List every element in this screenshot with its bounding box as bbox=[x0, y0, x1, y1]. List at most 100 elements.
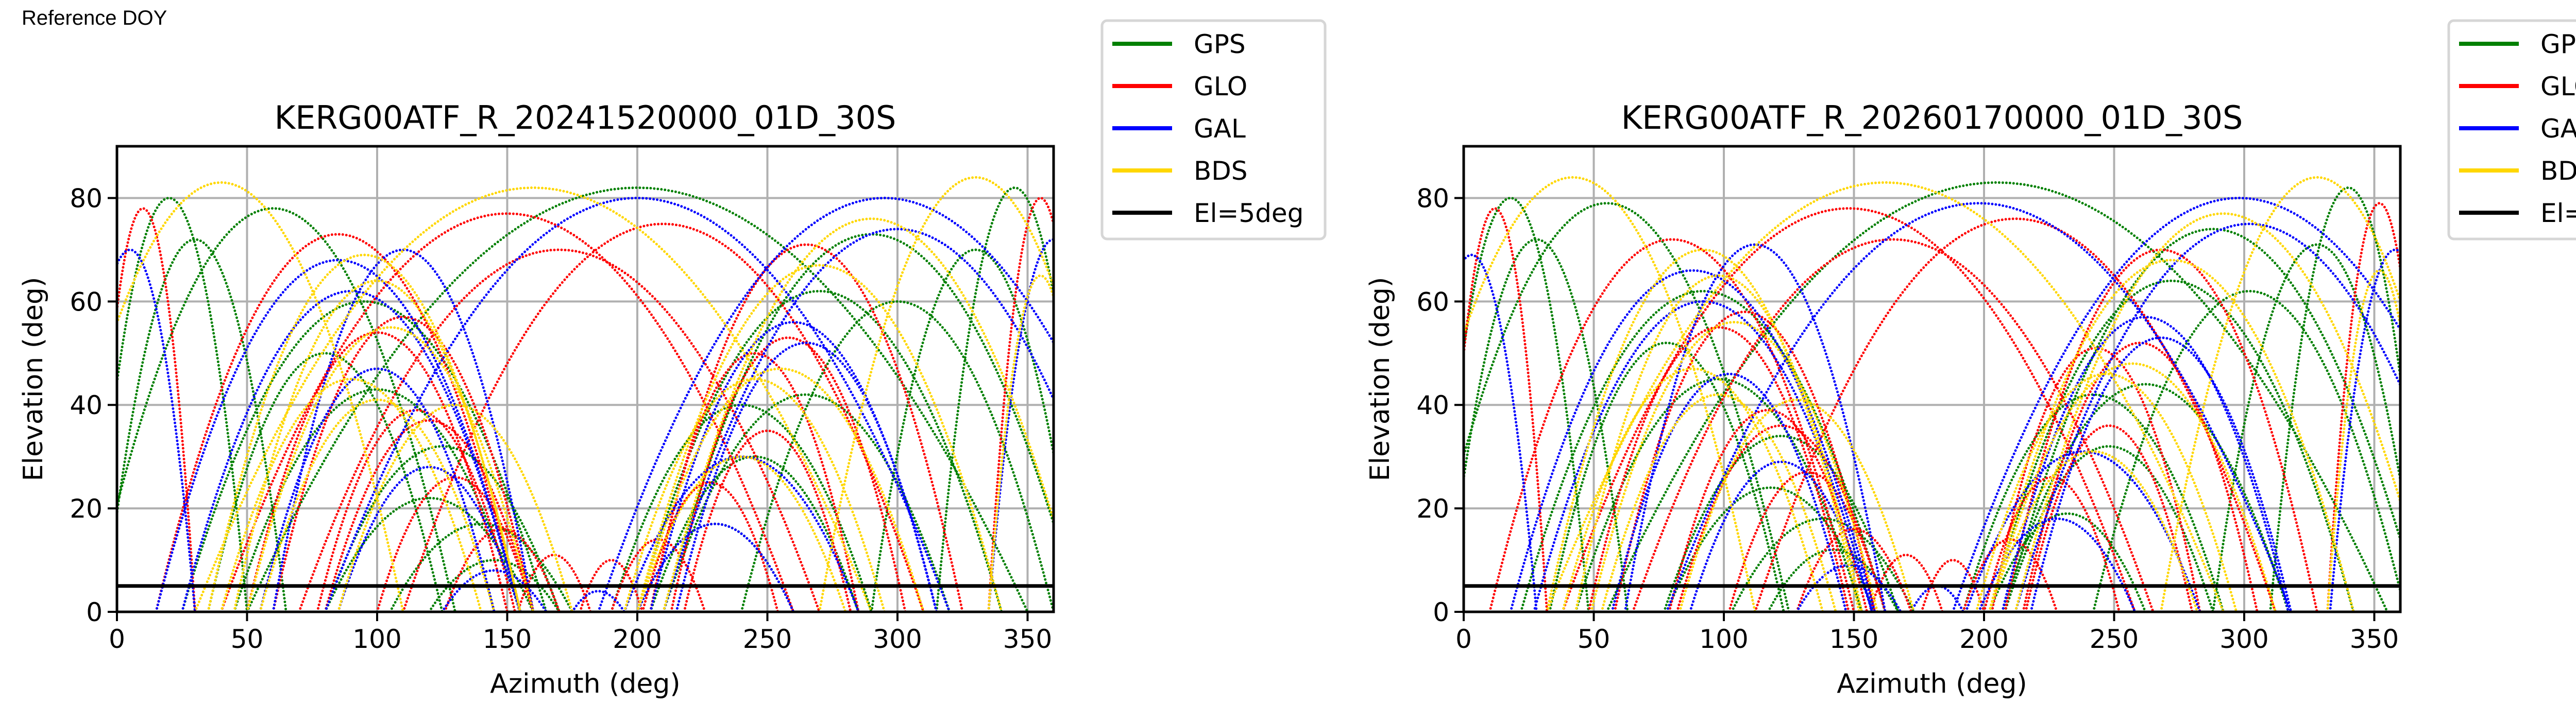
satellite-track-glo bbox=[2024, 424, 2194, 612]
satellite-track-gps bbox=[388, 522, 574, 612]
satellite-track-glo bbox=[2022, 341, 2259, 612]
legend-label: GAL bbox=[2540, 114, 2576, 144]
plot-area bbox=[117, 176, 1054, 612]
axes-frame bbox=[1462, 145, 2402, 613]
axes-frame bbox=[115, 145, 1055, 613]
satellite-track-bds bbox=[2159, 176, 2400, 612]
satellite-track-gps bbox=[1519, 289, 1887, 612]
legend-label: BDS bbox=[1194, 156, 1248, 186]
satellite-track-glo bbox=[246, 331, 509, 612]
y-tick-label: 80 bbox=[70, 183, 103, 213]
x-tick-label: 150 bbox=[1829, 624, 1878, 654]
satellite-track-gps bbox=[207, 352, 444, 612]
satellite-track-glo bbox=[316, 408, 517, 612]
satellite-track-gps bbox=[428, 559, 561, 612]
subplot-left: KERG00ATF_R_20241520000_01D_30S 0 50 100 150… bbox=[18, 19, 1327, 699]
satellite-track-bds bbox=[1574, 274, 1863, 612]
legend-label: BDS bbox=[2540, 156, 2576, 186]
satellite-track-gps bbox=[1988, 279, 2355, 612]
y-tick-label: 80 bbox=[1416, 183, 1449, 213]
x-tick-label: 150 bbox=[483, 624, 532, 654]
satellite-track-glo bbox=[1668, 408, 1869, 612]
satellite-track-gal bbox=[324, 196, 951, 612]
satellite-track-glo bbox=[1464, 207, 1549, 612]
satellite-track-gal bbox=[662, 228, 1054, 612]
satellite-track-gps bbox=[1464, 238, 1629, 612]
y-tick-label: 60 bbox=[1416, 287, 1449, 317]
satellite-track-glo bbox=[1488, 238, 1855, 612]
satellite-track-gps bbox=[636, 289, 1003, 612]
y-tick-label: 60 bbox=[70, 287, 103, 317]
satellite-track-bds bbox=[1464, 176, 1757, 612]
legend-label: GPS bbox=[1194, 29, 1246, 59]
satellite-track-gal bbox=[987, 238, 1054, 612]
legend-label: GAL bbox=[1194, 114, 1246, 144]
satellite-track-gps bbox=[2269, 186, 2400, 612]
y-axis-label: Elevation (deg) bbox=[18, 277, 49, 482]
satellite-track-gps bbox=[1988, 512, 2147, 612]
satellite-track-gal bbox=[597, 196, 1054, 612]
satellite-track-glo bbox=[649, 243, 964, 612]
satellite-track-glo bbox=[1868, 553, 1944, 612]
y-axis-label: Elevation (deg) bbox=[1365, 277, 1396, 482]
x-axis-label: Azimuth (deg) bbox=[490, 668, 680, 699]
satellite-track-bds bbox=[1600, 393, 1837, 612]
plot-area bbox=[1464, 176, 2400, 612]
satellite-track-glo bbox=[376, 476, 535, 612]
satellite-track-gps bbox=[1464, 196, 1590, 612]
subplot-right: KERG00ATF_R_20260170000_01D_30S 0 50 100 150… bbox=[1365, 19, 2576, 699]
satellite-track-glo bbox=[443, 527, 561, 612]
x-tick-label: 350 bbox=[2350, 624, 2399, 654]
satellite-track-glo bbox=[641, 481, 779, 612]
series-gal bbox=[1464, 196, 2400, 612]
satellite-track-glo bbox=[516, 553, 592, 612]
satellite-track-gps bbox=[1663, 434, 1900, 612]
y-tick-label: 40 bbox=[1416, 390, 1449, 420]
satellite-track-gps bbox=[2092, 289, 2400, 612]
y-tick-label: 20 bbox=[70, 494, 103, 524]
satellite-track-bds bbox=[1988, 450, 2199, 612]
satellite-track-bds bbox=[2326, 269, 2400, 612]
satellite-track-bds bbox=[987, 274, 1054, 612]
series-bds bbox=[117, 176, 1054, 612]
satellite-track-gps bbox=[2211, 243, 2400, 612]
satellite-track-gal bbox=[180, 289, 522, 612]
satellite-track-bds bbox=[1988, 362, 2277, 612]
satellite-track-bds bbox=[1546, 248, 1861, 612]
satellite-track-gps bbox=[649, 455, 860, 612]
x-tick-label: 200 bbox=[613, 624, 662, 654]
satellite-track-gal bbox=[1910, 585, 1965, 612]
satellite-track-bds bbox=[636, 264, 1003, 612]
satellite-track-glo bbox=[298, 248, 821, 612]
satellite-track-gal bbox=[2014, 222, 2400, 612]
satellite-track-bds bbox=[1988, 259, 2355, 612]
satellite-track-gps bbox=[117, 196, 248, 612]
chart-title: KERG00ATF_R_20241520000_01D_30S bbox=[275, 99, 896, 136]
satellite-track-gal bbox=[336, 466, 522, 612]
satellite-track-gps bbox=[117, 207, 456, 612]
satellite-track-gal bbox=[1951, 196, 2400, 612]
x-tick-label: 100 bbox=[352, 624, 401, 654]
satellite-track-gal bbox=[2329, 248, 2400, 612]
satellite-track-gal bbox=[1509, 269, 1876, 612]
series-gal bbox=[117, 196, 1054, 612]
satellite-track-bds bbox=[232, 279, 522, 612]
satellite-track-gps bbox=[1730, 517, 1916, 612]
satellite-track-gal bbox=[2001, 315, 2290, 612]
satellite-track-gps bbox=[324, 496, 535, 612]
x-tick-label: 0 bbox=[1455, 624, 1472, 654]
satellite-track-bds bbox=[636, 367, 925, 612]
satellite-track-glo bbox=[155, 233, 522, 612]
satellite-track-bds bbox=[1561, 367, 1824, 612]
x-tick-label: 50 bbox=[231, 624, 264, 654]
satellite-track-gal bbox=[1464, 253, 1538, 612]
legend-label: El=5deg bbox=[1194, 198, 1303, 228]
satellite-track-gal bbox=[571, 590, 626, 612]
x-tick-label: 350 bbox=[1003, 624, 1052, 654]
satellite-track-gps bbox=[2003, 228, 2400, 612]
y-tick-label: 0 bbox=[86, 597, 103, 627]
satellite-track-gps bbox=[2001, 383, 2290, 612]
y-tick-label: 0 bbox=[1433, 597, 1449, 627]
legend-label: GLO bbox=[1194, 72, 1247, 101]
legend: GPS GLO GAL BDS El=5deg bbox=[2447, 19, 2576, 241]
